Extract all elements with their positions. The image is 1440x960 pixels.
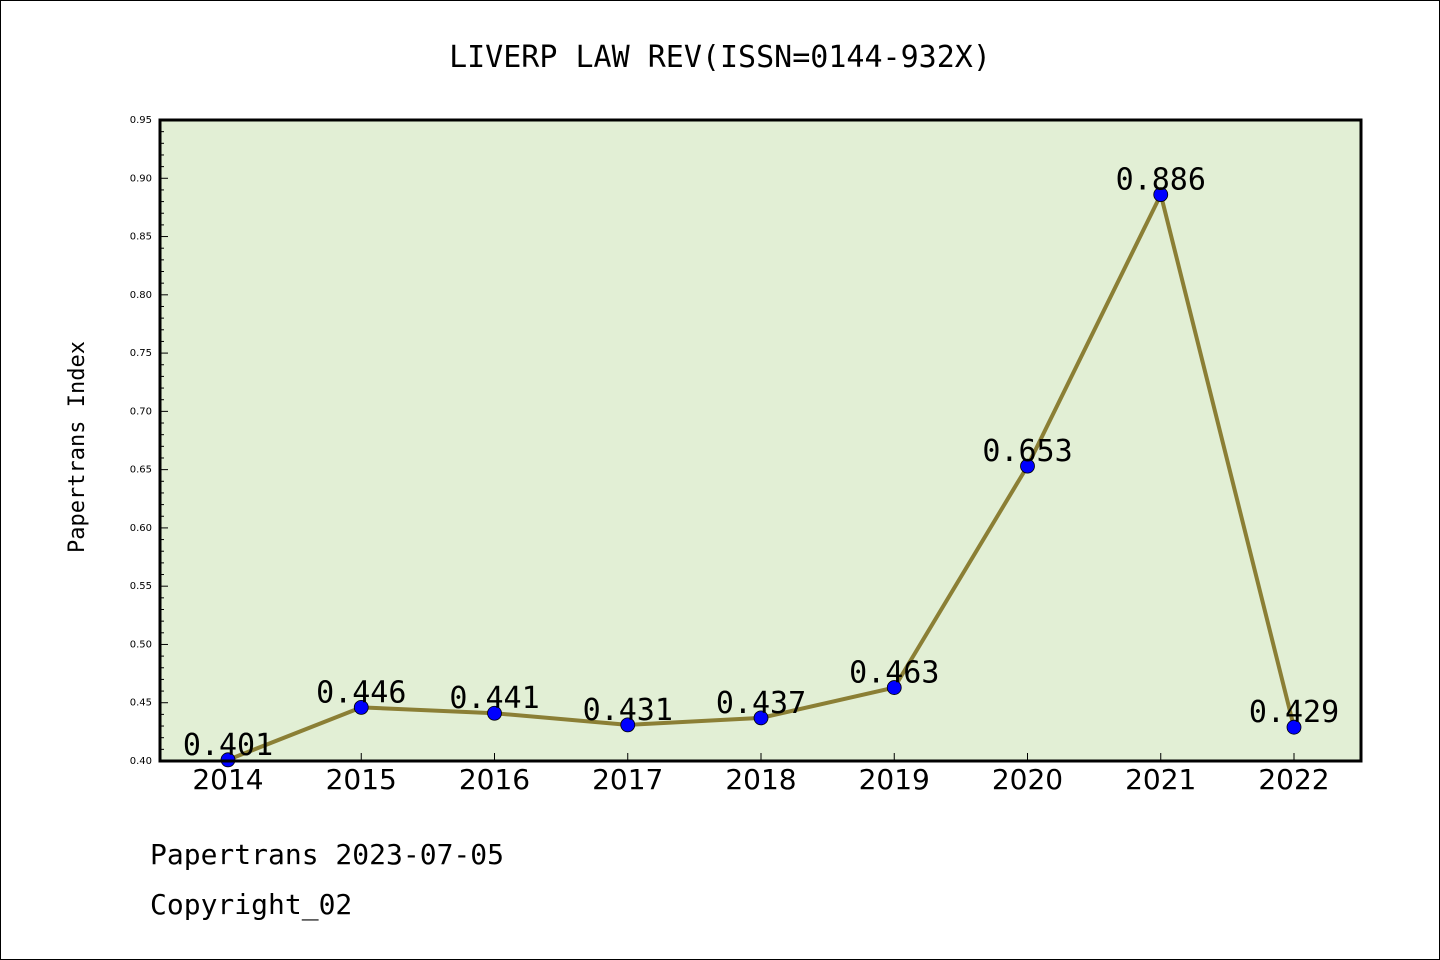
x-tick-label: 2021 bbox=[1125, 763, 1196, 796]
x-tick-label: 2017 bbox=[592, 763, 663, 796]
y-axis: 0.40 0.45 0.50 0.55 0.60 0.65 0.70 0.75 0.80 0.85… bbox=[130, 115, 152, 767]
data-point bbox=[886, 680, 902, 695]
data-point bbox=[487, 705, 502, 721]
y-tick-label: 0.80 bbox=[130, 290, 152, 301]
data-label: 0.463 bbox=[849, 656, 939, 691]
y-tick-label: 0.55 bbox=[130, 581, 152, 592]
data-point bbox=[1286, 719, 1302, 735]
data-point bbox=[353, 699, 369, 715]
data-point bbox=[1020, 458, 1035, 474]
y-tick-label: 0.70 bbox=[130, 406, 152, 417]
data-label: 0.446 bbox=[316, 675, 406, 710]
data-label: 0.437 bbox=[716, 686, 806, 721]
plot-border bbox=[158, 118, 1363, 763]
data-labels: 0.401 0.446 0.441 0.431 0.437 0.463 0.653 0.886… bbox=[183, 163, 1339, 763]
x-tick-label: 2015 bbox=[326, 763, 397, 796]
data-label: 0.429 bbox=[1249, 695, 1339, 730]
x-tick-label: 2020 bbox=[992, 763, 1063, 796]
y-tick-label: 0.90 bbox=[130, 173, 152, 184]
y-tick-label: 0.50 bbox=[130, 639, 152, 650]
data-points bbox=[220, 187, 1302, 768]
x-tick-label: 2014 bbox=[192, 763, 263, 796]
data-label: 0.886 bbox=[1116, 163, 1206, 198]
data-point bbox=[620, 717, 636, 733]
y-tick-label: 0.40 bbox=[130, 756, 152, 767]
data-point bbox=[1153, 187, 1169, 202]
x-tick-label: 2019 bbox=[859, 763, 930, 796]
data-label: 0.653 bbox=[982, 434, 1072, 469]
footer-copyright: Copyright_02 bbox=[150, 888, 352, 922]
data-label: 0.431 bbox=[583, 693, 673, 728]
y-tick-label: 0.65 bbox=[130, 465, 152, 476]
y-tick-label: 0.85 bbox=[130, 232, 152, 243]
x-tick-label: 2022 bbox=[1258, 763, 1329, 796]
y-axis-label: Papertrans Index bbox=[65, 341, 90, 553]
plot-area bbox=[160, 120, 1361, 761]
y-tick-label: 0.75 bbox=[130, 348, 152, 359]
data-point bbox=[753, 710, 769, 726]
x-axis: 2014 2015 2016 2017 2018 2019 2020 2021 2022 bbox=[192, 753, 1330, 796]
chart-title: LIVERP LAW REV(ISSN=0144-932X) bbox=[449, 40, 991, 75]
y-tick-label: 0.95 bbox=[130, 115, 152, 126]
y-tick-label: 0.60 bbox=[130, 523, 152, 534]
x-tick-label: 2016 bbox=[459, 763, 530, 796]
footer-date: Papertrans 2023-07-05 bbox=[150, 838, 504, 871]
data-label: 0.401 bbox=[183, 728, 273, 763]
data-label: 0.441 bbox=[449, 681, 539, 716]
x-tick-label: 2018 bbox=[725, 763, 796, 796]
y-tick-label: 0.45 bbox=[130, 698, 152, 709]
